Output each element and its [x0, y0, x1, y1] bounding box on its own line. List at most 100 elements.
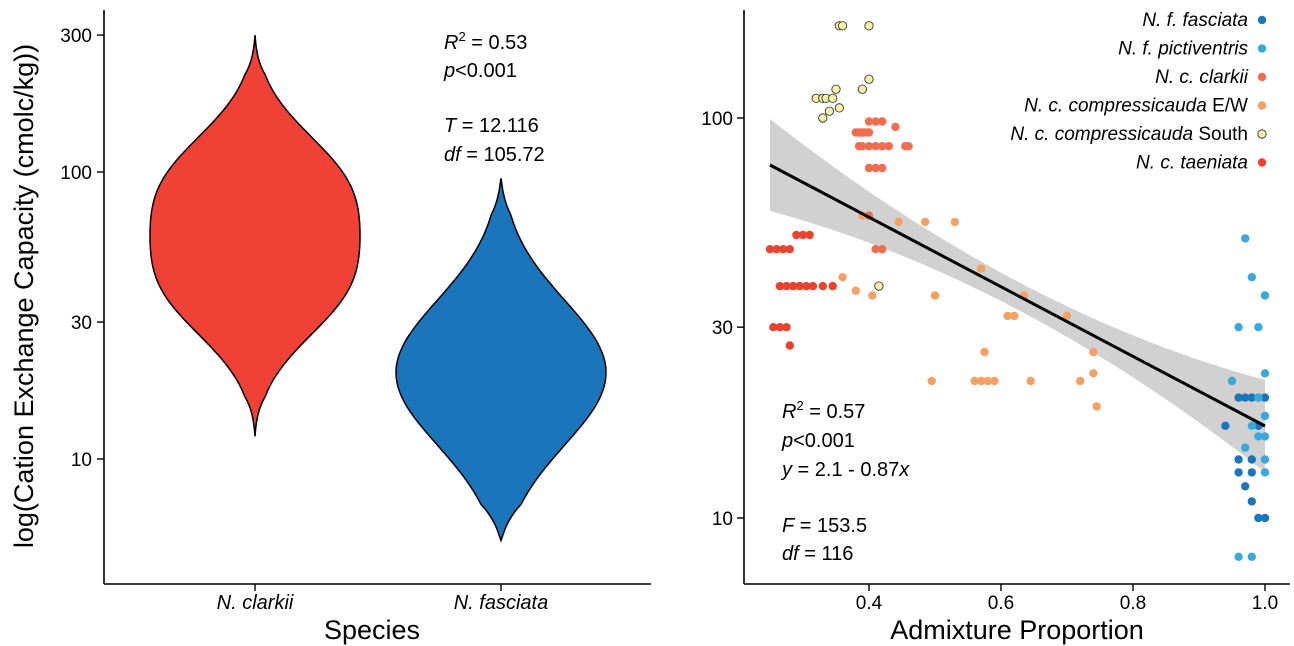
legend-label: N. f. fasciata [1142, 10, 1248, 31]
scatter-point [1010, 311, 1019, 321]
right-x-tick-label: 0.4 [856, 593, 883, 614]
scatter-point [769, 323, 778, 332]
scatter-point [1241, 482, 1250, 491]
scatter-point [818, 113, 828, 123]
scatter-point [1260, 455, 1270, 464]
scatter-point [980, 347, 989, 357]
scatter-point [782, 281, 791, 291]
legend-label: N. c. taeniata [1136, 153, 1248, 174]
scatter-point [1247, 273, 1257, 282]
right-x-ticks: 0.4 0.6 0.8 1.0 [856, 584, 1278, 614]
scatter-point [785, 245, 794, 254]
left-x-ticks: N. clarkii N. fasciata [217, 584, 548, 614]
scatter-panel: 10 30 100 0.4 0.6 0.8 1.0 Admixture Proportio… [701, 10, 1290, 645]
scatter-point [878, 163, 887, 173]
scatter-point [1260, 411, 1270, 421]
scatter-point [1260, 513, 1270, 523]
right-x-tick-label: 0.6 [988, 593, 1014, 614]
scatter-point [1247, 468, 1257, 477]
scatter-point [1260, 291, 1270, 300]
right-r2-annotation: R2 = 0.57 [782, 398, 865, 423]
scatter-point [1254, 513, 1263, 523]
left-y-tick-label: 300 [60, 26, 92, 47]
scatter-point [871, 163, 880, 173]
scatter-point [857, 84, 868, 94]
violins-group [149, 35, 607, 543]
left-y-axis-title: log(Cation Exchange Capacity (cmolc/kg)) [9, 44, 39, 548]
left-p-annotation: p<0.001 [443, 60, 517, 82]
scatter-point [775, 281, 785, 291]
scatter-point [1089, 369, 1098, 378]
scatter-point [795, 281, 804, 291]
scatter-point [1026, 376, 1035, 386]
scatter-point [1260, 432, 1270, 441]
left-y-ticks: 10 30 100 300 [60, 26, 104, 471]
scatter-point [878, 245, 887, 254]
scatter-point [788, 281, 798, 291]
scatter-point [1234, 393, 1243, 402]
scatter-point [851, 286, 860, 295]
scatter-point [920, 217, 930, 227]
scatter-point [891, 122, 900, 132]
scatter-point [765, 245, 775, 254]
right-y-tick-label: 10 [712, 509, 733, 530]
regression-line [769, 163, 1266, 428]
right-x-axis-title: Admixture Proportion [890, 615, 1144, 645]
left-y-tick-label: 10 [71, 450, 92, 471]
scatter-point [977, 376, 986, 386]
scatter-point [950, 217, 959, 227]
scatter-point [1247, 421, 1257, 430]
scatter-point [1254, 432, 1263, 441]
scatter-point [1076, 376, 1085, 386]
scatter-point [868, 291, 877, 300]
right-y-ticks: 10 30 100 [701, 109, 744, 530]
scatter-point [1092, 402, 1101, 411]
legend: N. f. fasciata N. f. pictiventris N. c. cl… [1010, 10, 1267, 174]
scatter-point [792, 230, 801, 240]
right-y-tick-label: 100 [701, 109, 733, 130]
scatter-point [1247, 455, 1257, 464]
scatter-point [1260, 468, 1270, 477]
scatter-point [798, 230, 808, 240]
scatter-point [1254, 323, 1263, 332]
left-t-annotation: T = 12.116 [444, 115, 539, 137]
scatter-point [1234, 468, 1243, 477]
legend-label: N. f. pictiventris [1118, 39, 1248, 60]
scatter-point [874, 281, 884, 291]
legend-label: N. c. compressicauda E/W [1024, 96, 1248, 117]
legend-label: N. c. clarkii [1155, 67, 1249, 88]
right-y-tick-label: 30 [712, 318, 733, 339]
scatter-point [1247, 497, 1257, 506]
scatter-point [1260, 369, 1270, 378]
scatter-point [990, 376, 999, 386]
violin-n-fasciata [395, 178, 607, 543]
scatter-point [1089, 347, 1098, 357]
scatter-point [824, 106, 835, 116]
scatter-point [1260, 393, 1270, 402]
right-x-tick-label: 0.8 [1120, 593, 1146, 614]
scatter-point [1241, 443, 1250, 452]
scatter-point [772, 245, 781, 254]
scatter-point [864, 21, 874, 31]
legend-swatch [1257, 129, 1267, 139]
scatter-point [785, 341, 794, 350]
scatter-point [782, 323, 791, 332]
legend-label: N. c. compressicauda South [1010, 124, 1248, 145]
scatter-point [779, 245, 788, 254]
scatter-point [802, 281, 811, 291]
scatter-point [983, 376, 992, 386]
left-y-tick-label: 100 [60, 163, 92, 184]
right-df-annotation: df = 116 [782, 543, 853, 565]
legend-swatch [1257, 158, 1267, 167]
left-x-tick-label: N. fasciata [454, 592, 548, 614]
scatter-point [1254, 393, 1263, 402]
violin-panel: 10 30 100 300 N. clarkii N. fasciata Species… [9, 10, 651, 645]
scatter-point [1221, 421, 1230, 430]
right-x-tick-label: 1.0 [1252, 593, 1278, 614]
right-p-annotation: p<0.001 [781, 430, 855, 452]
legend-swatch [1257, 101, 1267, 110]
scatter-point [864, 142, 874, 151]
left-df-annotation: df = 105.72 [444, 144, 545, 166]
scatter-point [864, 163, 874, 173]
